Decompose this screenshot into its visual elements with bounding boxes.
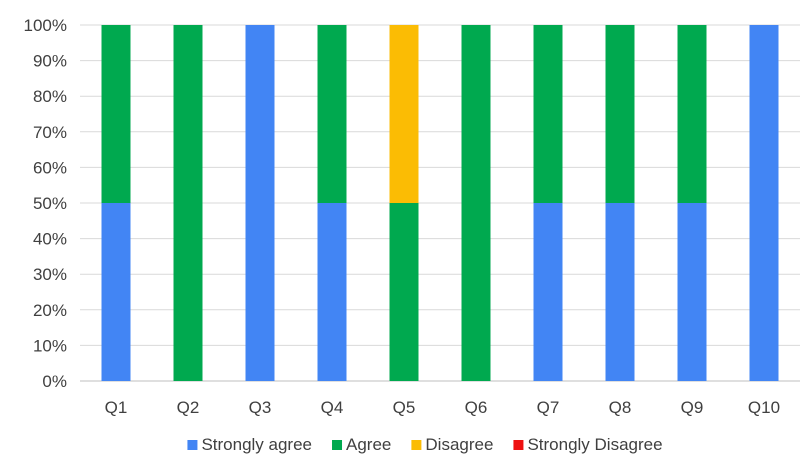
- bar-segment: [749, 25, 779, 381]
- bar-segment: [101, 203, 131, 381]
- y-tick-label: 20%: [33, 301, 67, 320]
- legend-label: Disagree: [425, 435, 493, 454]
- y-tick-label: 0%: [42, 372, 67, 391]
- legend-swatch: [187, 440, 198, 450]
- bar-segment: [605, 203, 635, 381]
- x-tick-label: Q9: [681, 398, 704, 417]
- x-tick-label: Q1: [105, 398, 128, 417]
- legend-item: Strongly agree: [187, 435, 312, 454]
- x-tick-label: Q2: [177, 398, 200, 417]
- y-tick-label: 50%: [33, 194, 67, 213]
- bar-segment: [317, 203, 347, 381]
- legend-item: Strongly Disagree: [513, 435, 663, 454]
- y-tick-label: 40%: [33, 230, 67, 249]
- bar-segment: [101, 25, 131, 203]
- bar-segment: [677, 203, 707, 381]
- y-tick-label: 60%: [33, 158, 67, 177]
- legend-item: Disagree: [411, 435, 493, 454]
- y-tick-label: 70%: [33, 123, 67, 142]
- bar-segment: [605, 25, 635, 203]
- x-tick-label: Q8: [609, 398, 632, 417]
- x-tick-label: Q4: [321, 398, 344, 417]
- bar-segment: [389, 25, 419, 203]
- bars: [101, 25, 779, 381]
- legend-swatch: [332, 440, 343, 450]
- legend-swatch: [513, 440, 524, 450]
- legend-label: Strongly agree: [201, 435, 312, 454]
- y-tick-label: 100%: [24, 16, 67, 35]
- legend-label: Agree: [346, 435, 391, 454]
- bar-segment: [533, 203, 563, 381]
- y-tick-label: 10%: [33, 336, 67, 355]
- legend: Strongly agree Agree Disagree Strongly Disa…: [187, 435, 663, 454]
- x-tick-label: Q3: [249, 398, 272, 417]
- x-axis-ticks: Q1 Q2 Q3 Q4 Q5 Q6 Q7 Q8 Q9 Q10: [105, 398, 780, 417]
- bar-segment: [533, 25, 563, 203]
- y-tick-label: 90%: [33, 52, 67, 71]
- bar-segment: [461, 25, 491, 381]
- x-tick-label: Q7: [537, 398, 560, 417]
- y-tick-label: 80%: [33, 87, 67, 106]
- bar-segment: [677, 25, 707, 203]
- x-tick-label: Q10: [748, 398, 780, 417]
- y-tick-label: 30%: [33, 265, 67, 284]
- x-tick-label: Q5: [393, 398, 416, 417]
- bar-segment: [245, 25, 275, 381]
- legend-label: Strongly Disagree: [527, 435, 662, 454]
- y-axis-ticks: 0% 10% 20% 30% 40% 50% 60% 70% 80% 90% 100%: [24, 16, 67, 391]
- bar-segment: [173, 25, 203, 381]
- bar-segment: [317, 25, 347, 203]
- bar-segment: [389, 203, 419, 381]
- x-tick-label: Q6: [465, 398, 488, 417]
- legend-swatch: [411, 440, 422, 450]
- legend-item: Agree: [332, 435, 391, 454]
